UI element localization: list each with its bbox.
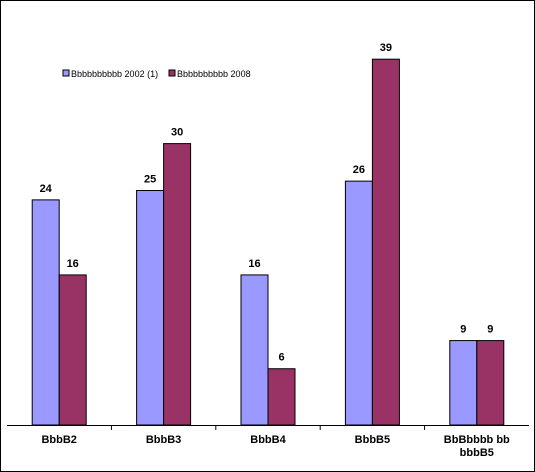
legend-label-2: Bbbbbbbbbb 2008: [177, 69, 251, 79]
legend-label-1: Bbbbbbbbbb 2002 (1): [71, 69, 158, 79]
data-label-series2-1: 16: [67, 258, 79, 270]
bar-series1-1: [31, 199, 60, 426]
x-tick-labels-group: BbbB2 BbbB3 BbbB4 BbbB5 BbBbbbb bb bbbB5: [41, 434, 510, 459]
x-tick-label-1: BbbB2: [41, 434, 76, 446]
bar-series1-4: [344, 180, 373, 426]
bar-series2-5: [476, 340, 505, 426]
x-ticks-group: [110, 425, 426, 430]
data-label-series2-3: 6: [278, 352, 284, 364]
legend: Bbbbbbbbbb 2002 (1) Bbbbbbbbbb 2008: [62, 69, 251, 79]
data-label-series2-2: 30: [171, 127, 183, 139]
legend-swatch-2: [168, 69, 176, 77]
x-tick-label-2: BbbB3: [146, 434, 181, 446]
bar-series1-2: [136, 190, 165, 426]
data-label-series1-2: 25: [144, 174, 156, 186]
bar-series2-3: [267, 368, 296, 426]
data-label-series1-1: 24: [40, 183, 53, 195]
x-tick-label-5: BbBbbbb bb bbbB5: [444, 434, 510, 459]
bar-series2-4: [371, 58, 400, 426]
bars-group: [31, 58, 505, 426]
data-label-series2-4: 39: [380, 42, 392, 54]
x-tick-label-4: BbbB5: [355, 434, 390, 446]
data-label-series1-4: 26: [353, 164, 365, 176]
data-labels-group: 24 16 25 30 16 6 26 39 9 9: [40, 42, 494, 364]
bar-series2-2: [163, 143, 192, 426]
bar-series1-3: [240, 274, 269, 426]
data-label-series2-5: 9: [487, 324, 493, 336]
legend-swatch-1: [62, 69, 70, 77]
data-label-series1-5: 9: [460, 324, 466, 336]
bar-series1-5: [449, 340, 478, 426]
data-label-series1-3: 16: [248, 258, 260, 270]
x-tick-label-3: BbbB4: [250, 434, 286, 446]
bar-series2-1: [58, 274, 87, 426]
